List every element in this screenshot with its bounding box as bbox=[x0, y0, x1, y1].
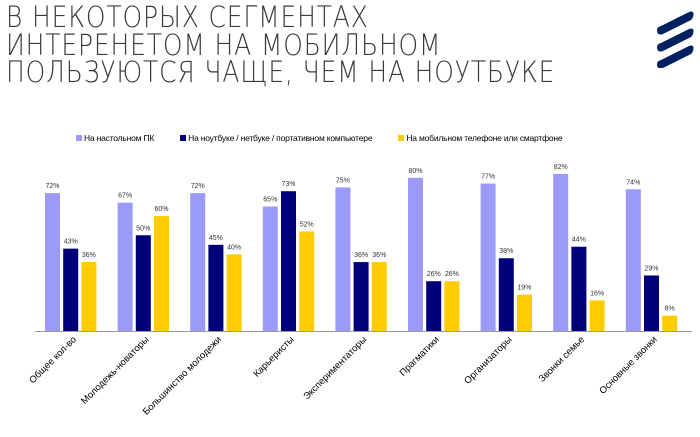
data-label: 52% bbox=[300, 221, 314, 228]
bar-laptop bbox=[353, 262, 369, 331]
data-label: 80% bbox=[408, 168, 422, 175]
bar-desktop bbox=[117, 202, 133, 331]
data-label: 74% bbox=[626, 179, 640, 186]
bar-mobile bbox=[517, 294, 532, 331]
bar-laptop bbox=[571, 246, 587, 331]
data-label: 36% bbox=[82, 252, 96, 259]
bar-desktop bbox=[625, 189, 641, 331]
data-label: 40% bbox=[227, 244, 241, 251]
bar-laptop bbox=[498, 258, 514, 331]
legend-item-desktop: На настольном ПК bbox=[76, 133, 154, 143]
bar-laptop bbox=[644, 275, 659, 331]
bar-desktop bbox=[190, 193, 206, 331]
category-label: Молодежь-новаторы bbox=[79, 334, 151, 406]
category-label: Большинство молодежи bbox=[141, 334, 224, 417]
data-label: 45% bbox=[209, 235, 223, 242]
data-label: 72% bbox=[45, 183, 59, 190]
data-label: 29% bbox=[644, 265, 658, 272]
bar-laptop bbox=[208, 244, 224, 331]
chart-legend: На настольном ПК На ноутбуке / нетбуке /… bbox=[76, 133, 588, 143]
data-label: 8% bbox=[665, 306, 675, 313]
data-label: 36% bbox=[354, 252, 368, 259]
legend-label: На ноутбуке / нетбуке / портативном комп… bbox=[188, 133, 373, 143]
data-label: 36% bbox=[372, 252, 386, 259]
slide-title: В НЕКОТОРЫХ СЕГМЕНТАХ ИНТЕРЕНЕТОМ НА МОБ… bbox=[6, 0, 556, 89]
data-label: 44% bbox=[572, 237, 586, 244]
legend-label: На настольном ПК bbox=[84, 133, 155, 143]
bar-mobile bbox=[299, 231, 315, 331]
legend-item-mobile: На мобильном телефоне или смартфоне bbox=[398, 133, 563, 143]
data-label: 16% bbox=[590, 290, 604, 297]
data-label: 43% bbox=[64, 239, 78, 246]
bar-desktop bbox=[480, 183, 496, 331]
data-label: 19% bbox=[517, 285, 531, 292]
data-label: 60% bbox=[154, 206, 168, 213]
data-label: 38% bbox=[499, 248, 513, 255]
bar-mobile bbox=[589, 300, 605, 331]
legend-swatch-laptop bbox=[180, 135, 187, 141]
title-line: ПОЛЬЗУЮТСЯ ЧАЩЕ, ЧЕМ НА НОУТБУКЕ bbox=[6, 55, 556, 89]
legend-item-laptop: На ноутбуке / нетбуке / портативном комп… bbox=[180, 133, 373, 143]
legend-swatch-desktop bbox=[76, 135, 82, 141]
data-label: 26% bbox=[427, 271, 441, 278]
category-label: Экспериментаторы bbox=[301, 334, 369, 402]
category-label: Прагматики bbox=[398, 334, 442, 378]
category-label: Организаторы bbox=[462, 334, 514, 386]
ericsson-logo-icon bbox=[657, 11, 694, 68]
data-label: 65% bbox=[263, 197, 277, 204]
category-label: Карьеристы bbox=[251, 334, 296, 379]
bar-mobile bbox=[154, 216, 169, 331]
data-label: 82% bbox=[554, 164, 568, 171]
legend-label: На мобильном телефоне или смартфоне bbox=[406, 133, 563, 143]
data-label: 73% bbox=[281, 181, 295, 188]
legend-swatch-mobile bbox=[398, 135, 405, 141]
bar-laptop bbox=[426, 281, 442, 331]
category-label: Основные звонки bbox=[597, 334, 659, 396]
bar-desktop bbox=[45, 193, 60, 331]
bar-laptop bbox=[135, 235, 151, 331]
category-label: Звонки семье bbox=[537, 334, 587, 384]
data-label: 50% bbox=[136, 225, 150, 232]
bar-desktop bbox=[553, 173, 569, 331]
bar-desktop bbox=[408, 177, 423, 331]
bar-laptop bbox=[281, 191, 296, 331]
data-label: 72% bbox=[191, 183, 205, 190]
data-label: 77% bbox=[481, 174, 495, 181]
title-line: ИНТЕРЕНЕТОМ НА МОБИЛЬНОМ bbox=[6, 27, 442, 62]
category-label: Общее кол-во bbox=[27, 334, 79, 386]
data-label: 67% bbox=[118, 193, 132, 200]
data-label: 26% bbox=[445, 271, 459, 278]
title-line: В НЕКОТОРЫХ СЕГМЕНТАХ bbox=[6, 0, 369, 34]
bar-desktop bbox=[335, 187, 351, 331]
bar-mobile bbox=[81, 262, 97, 331]
bar-mobile bbox=[662, 315, 678, 331]
bar-desktop bbox=[262, 206, 278, 331]
bar-laptop bbox=[63, 248, 79, 331]
data-label: 75% bbox=[336, 177, 350, 184]
bar-mobile bbox=[444, 281, 460, 331]
bar-mobile bbox=[226, 254, 242, 331]
bar-mobile bbox=[371, 262, 387, 331]
